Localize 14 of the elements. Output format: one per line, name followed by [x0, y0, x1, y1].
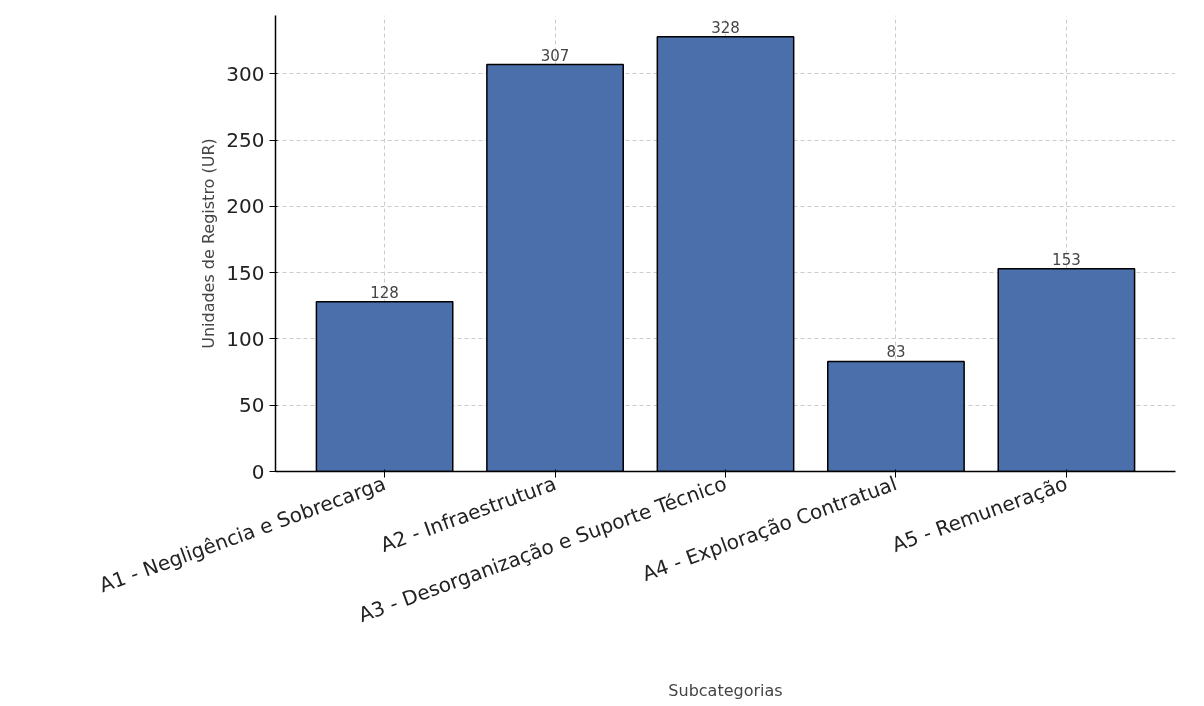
y-tick-label: 250	[226, 128, 265, 153]
y-tick-label: 0	[251, 459, 265, 484]
data-label: 153	[1052, 250, 1081, 269]
y-tick-label: 200	[226, 194, 265, 219]
y-tick-label: 150	[226, 260, 265, 285]
y-tick-label: 100	[226, 326, 265, 351]
data-label: 328	[711, 18, 740, 37]
y-axis-title: Unidades de Registro (UR)	[199, 138, 219, 349]
y-tick-label: 300	[226, 61, 265, 86]
data-label: 83	[886, 343, 906, 362]
data-label: 128	[370, 283, 399, 302]
x-axis-title: Subcategorias	[668, 681, 783, 701]
y-tick-label: 50	[239, 393, 265, 418]
data-label: 307	[540, 46, 570, 65]
